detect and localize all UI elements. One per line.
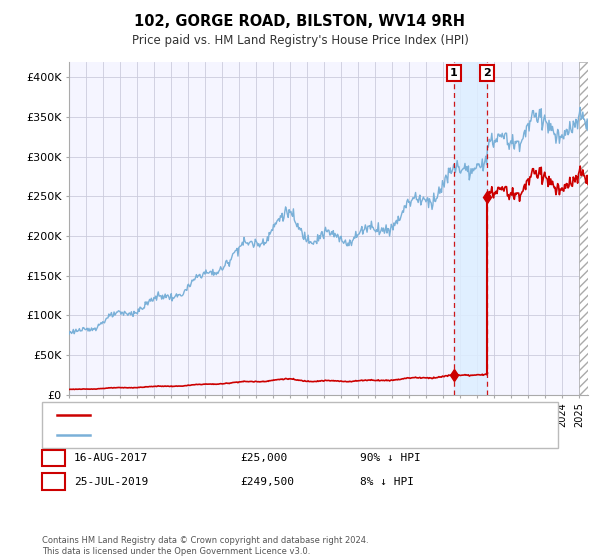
Text: HPI: Average price, detached house, Dudley: HPI: Average price, detached house, Dudl… xyxy=(99,430,329,440)
Text: 102, GORGE ROAD, BILSTON, WV14 9RH (detached house): 102, GORGE ROAD, BILSTON, WV14 9RH (deta… xyxy=(99,410,406,420)
Text: 1: 1 xyxy=(50,453,57,463)
Text: 16-AUG-2017: 16-AUG-2017 xyxy=(74,453,148,463)
Polygon shape xyxy=(580,62,588,395)
Text: 2: 2 xyxy=(50,477,57,487)
Text: 8% ↓ HPI: 8% ↓ HPI xyxy=(360,477,414,487)
Text: 102, GORGE ROAD, BILSTON, WV14 9RH: 102, GORGE ROAD, BILSTON, WV14 9RH xyxy=(134,14,466,29)
Text: 2: 2 xyxy=(483,68,491,78)
Text: Price paid vs. HM Land Registry's House Price Index (HPI): Price paid vs. HM Land Registry's House … xyxy=(131,34,469,46)
Text: 1: 1 xyxy=(450,68,458,78)
Text: £25,000: £25,000 xyxy=(240,453,287,463)
Bar xyxy=(454,62,487,395)
Text: 25-JUL-2019: 25-JUL-2019 xyxy=(74,477,148,487)
Text: 90% ↓ HPI: 90% ↓ HPI xyxy=(360,453,421,463)
Text: £249,500: £249,500 xyxy=(240,477,294,487)
Text: Contains HM Land Registry data © Crown copyright and database right 2024.
This d: Contains HM Land Registry data © Crown c… xyxy=(42,536,368,556)
